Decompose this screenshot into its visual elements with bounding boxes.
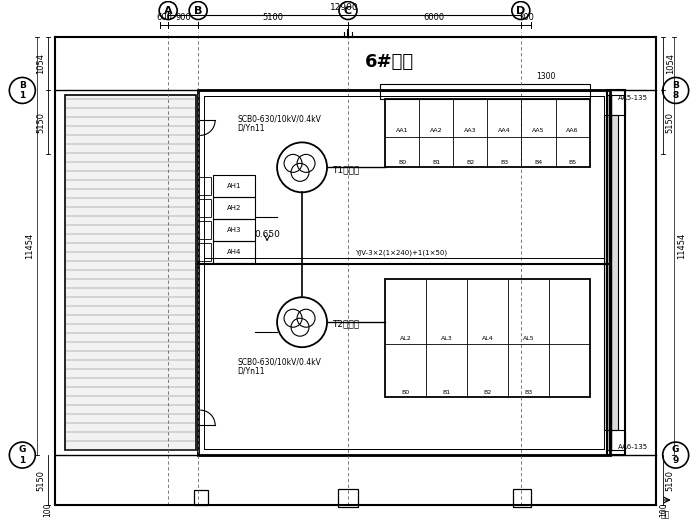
Text: AA5-135: AA5-135 [618,95,648,101]
Text: B4: B4 [535,160,542,165]
Bar [607,95,625,115]
Bar [213,197,255,219]
Bar [338,489,358,507]
Text: 11454: 11454 [25,233,34,259]
Bar [198,178,211,196]
Bar [66,95,196,450]
Text: B2: B2 [466,160,475,165]
Text: B3: B3 [500,160,509,165]
Text: B3: B3 [524,389,533,395]
Text: AL3: AL3 [440,336,452,340]
Text: B0: B0 [401,389,410,395]
Text: 5150: 5150 [666,112,675,133]
Text: SCB0-630/10kV/0.4kV: SCB0-630/10kV/0.4kV [237,358,321,367]
Text: AA6: AA6 [567,128,579,133]
Text: AA2: AA2 [430,128,443,133]
Text: 12900: 12900 [330,3,359,12]
Bar [198,243,211,261]
Text: B0: B0 [398,160,406,165]
Text: A: A [164,5,172,15]
Text: 引上: 引上 [661,510,670,519]
Bar [213,219,255,241]
Text: 5150: 5150 [36,112,45,133]
Bar [204,96,604,449]
Text: AL4: AL4 [482,336,493,340]
Text: G
9: G 9 [672,445,679,465]
Text: AA1: AA1 [396,128,408,133]
Text: AH3: AH3 [227,227,242,233]
Text: AA4: AA4 [498,128,511,133]
Text: 11454: 11454 [676,233,685,259]
Bar [198,91,610,455]
Text: 5150: 5150 [36,470,45,491]
Text: 100: 100 [43,503,52,518]
Text: B2: B2 [483,389,491,395]
Text: B
1: B 1 [19,81,26,100]
Bar [198,199,211,217]
Text: D/Yn11: D/Yn11 [237,367,265,376]
Text: B: B [194,5,202,15]
Bar [385,100,590,168]
Text: 100: 100 [660,503,669,518]
Bar [385,279,590,397]
Text: AH1: AH1 [227,183,242,189]
Text: 5100: 5100 [262,13,283,22]
Text: 1054: 1054 [36,53,45,74]
Text: B5: B5 [569,160,577,165]
Bar [213,241,255,264]
Text: 0.650: 0.650 [254,230,280,239]
Text: SCB0-630/10kV/0.4kV: SCB0-630/10kV/0.4kV [237,115,321,124]
Text: D/Yn11: D/Yn11 [237,124,265,133]
Text: T2变压器: T2变压器 [332,320,359,329]
Text: YJV-3×2(1×240)+1(1×50): YJV-3×2(1×240)+1(1×50) [355,249,447,256]
Text: T1变压器: T1变压器 [332,165,359,174]
Text: AH2: AH2 [227,206,242,211]
Text: 600: 600 [156,13,172,22]
Text: 900: 900 [175,13,191,22]
Bar [213,175,255,197]
Text: AL2: AL2 [399,336,411,340]
Bar [604,115,618,430]
Text: 300: 300 [518,13,534,22]
Text: D: D [517,5,526,15]
Text: 1054: 1054 [666,53,675,74]
Text: AL5: AL5 [523,336,534,340]
Text: B1: B1 [432,160,440,165]
Text: C: C [344,5,352,15]
Text: AA5: AA5 [533,128,545,133]
Bar [607,430,625,450]
Text: G
1: G 1 [19,445,26,465]
Text: 6#商铺: 6#商铺 [365,53,414,72]
Bar [194,490,208,505]
Text: B1: B1 [443,389,450,395]
Bar [198,221,211,239]
Bar [513,489,530,507]
Text: 5150: 5150 [666,470,675,491]
Bar [607,91,625,455]
Text: B
8: B 8 [672,81,679,100]
Bar [380,84,590,100]
Text: AH4: AH4 [227,249,242,255]
Text: AA3: AA3 [464,128,477,133]
Text: 1300: 1300 [536,72,556,81]
Text: 6000: 6000 [424,13,445,22]
Text: AA6-135: AA6-135 [618,444,648,450]
